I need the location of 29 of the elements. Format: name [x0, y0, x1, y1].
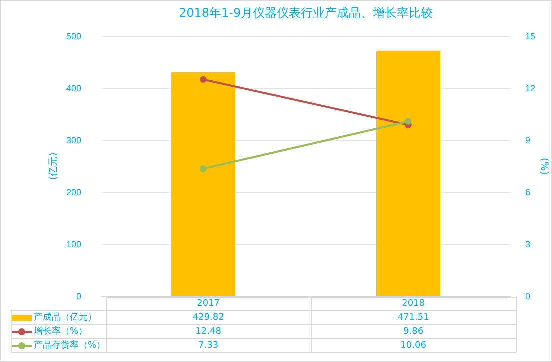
y2-tick-label: 0: [526, 292, 531, 302]
data-label: 429.82: [106, 310, 312, 324]
x-tick-label: 2018: [311, 298, 516, 310]
y-tick-label: 500: [66, 32, 82, 42]
data-label: 471.51: [311, 310, 516, 324]
y2-axis-title: (%): [538, 158, 550, 176]
y2-tick-label: 12: [526, 84, 536, 94]
y-tick-label: 200: [66, 188, 82, 198]
y2-tick-label: 6: [526, 188, 531, 198]
point: [200, 76, 207, 84]
point: [200, 166, 207, 172]
y-tick-label: 300: [66, 136, 82, 146]
point: [405, 118, 412, 125]
y-tick-label: 400: [66, 84, 82, 94]
y2-tick-label: 3: [526, 240, 531, 250]
data-label: 9.86: [311, 324, 516, 338]
y-tick-label: 100: [66, 240, 82, 250]
legend-label: 增长率（%）: [12, 324, 106, 338]
chart-title: 2018年1-9月仪器仪表行业产成品、增长率比较: [178, 6, 434, 20]
data-label: 10.06: [311, 338, 516, 352]
legend-label: 产成品（亿元）: [12, 310, 106, 324]
data-label: 7.33: [106, 338, 312, 352]
data-label: 12.48: [106, 324, 312, 338]
y-tick-label: 0: [76, 292, 82, 302]
y2-tick-label: 9: [526, 136, 531, 146]
legend-label: 产品存货率（%）: [12, 338, 106, 352]
y-axis-title: (亿元): [48, 152, 60, 180]
y2-tick-label: 15: [526, 32, 536, 42]
x-tick-label: 2017: [106, 298, 312, 310]
